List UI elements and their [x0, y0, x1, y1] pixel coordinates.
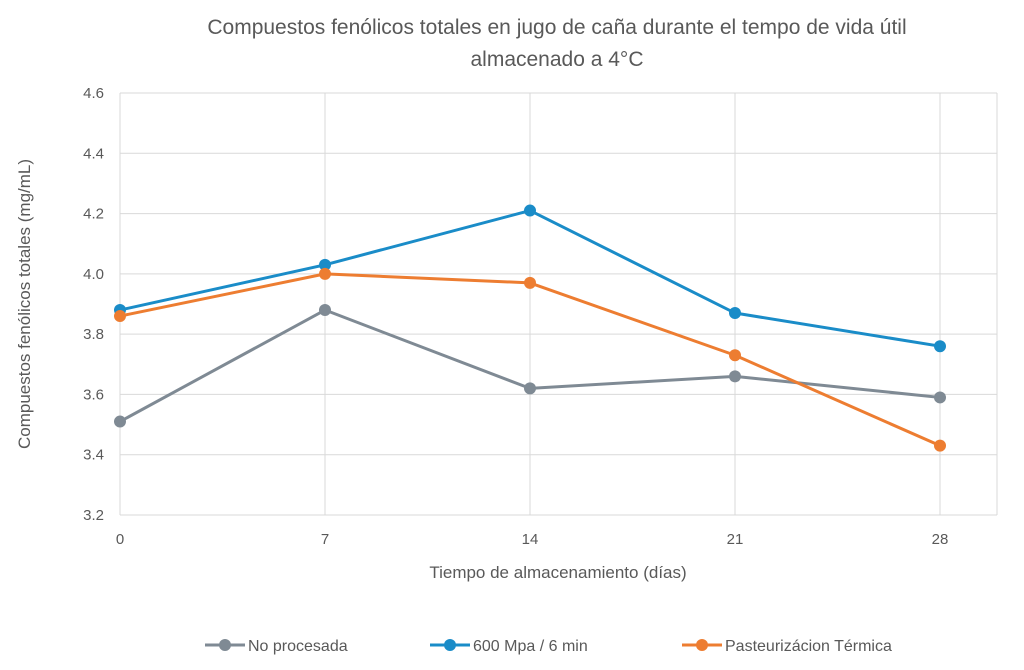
data-point — [114, 310, 126, 323]
x-tick-label: 14 — [522, 531, 539, 548]
data-point — [524, 204, 536, 217]
chart-title-line-2: almacenado a 4°C — [470, 48, 643, 71]
y-tick-label: 4.2 — [83, 206, 104, 223]
y-tick-label: 3.2 — [83, 507, 104, 524]
x-axis-ticks: 0 7 14 21 28 — [116, 531, 949, 548]
legend-item: Pasteurizácion Térmica — [682, 638, 892, 655]
data-point — [114, 415, 126, 428]
y-axis-ticks: 3.2 3.4 3.6 3.8 4.0 4.2 4.4 4.6 — [83, 85, 104, 524]
data-point — [934, 340, 946, 353]
y-tick-label: 3.8 — [83, 326, 104, 343]
legend-label: 600 Mpa / 6 min — [473, 638, 588, 655]
legend-marker — [696, 639, 708, 651]
legend-item: 600 Mpa / 6 min — [430, 638, 588, 655]
data-point — [934, 439, 946, 452]
data-point — [729, 349, 741, 362]
legend-item: No procesada — [205, 638, 348, 655]
x-axis-title: Tiempo de almacenamiento (días) — [429, 563, 686, 582]
data-point — [524, 276, 536, 289]
data-point — [319, 267, 331, 280]
series-3 — [114, 267, 946, 452]
x-tick-label: 7 — [321, 531, 329, 548]
data-point — [319, 258, 331, 271]
series-1 — [114, 304, 946, 428]
x-tick-label: 21 — [727, 531, 744, 548]
y-tick-label: 4.4 — [83, 145, 104, 162]
data-point — [729, 307, 741, 320]
data-point — [524, 382, 536, 395]
data-point — [319, 304, 331, 317]
data-point — [934, 391, 946, 404]
legend: No procesada 600 Mpa / 6 min Pasteurizácio… — [205, 638, 892, 655]
y-tick-label: 4.0 — [83, 266, 104, 283]
x-tick-label: 28 — [932, 531, 949, 548]
legend-marker — [219, 639, 231, 651]
y-axis-title: Compuestos fenólicos totales (mg/mL) — [15, 159, 34, 449]
x-tick-label: 0 — [116, 531, 124, 548]
legend-label: Pasteurizácion Térmica — [725, 638, 892, 655]
y-tick-label: 4.6 — [83, 85, 104, 102]
legend-marker — [444, 639, 456, 651]
y-tick-label: 3.6 — [83, 386, 104, 403]
gridlines — [119, 92, 998, 516]
series-2 — [114, 204, 946, 353]
series-lines — [114, 204, 946, 452]
y-tick-label: 3.4 — [83, 447, 104, 464]
chart-title-line-1: Compuestos fenólicos totales en jugo de … — [207, 16, 906, 39]
legend-label: No procesada — [248, 638, 348, 655]
data-point — [729, 370, 741, 383]
chart-title: Compuestos fenólicos totales en jugo de … — [207, 16, 906, 71]
